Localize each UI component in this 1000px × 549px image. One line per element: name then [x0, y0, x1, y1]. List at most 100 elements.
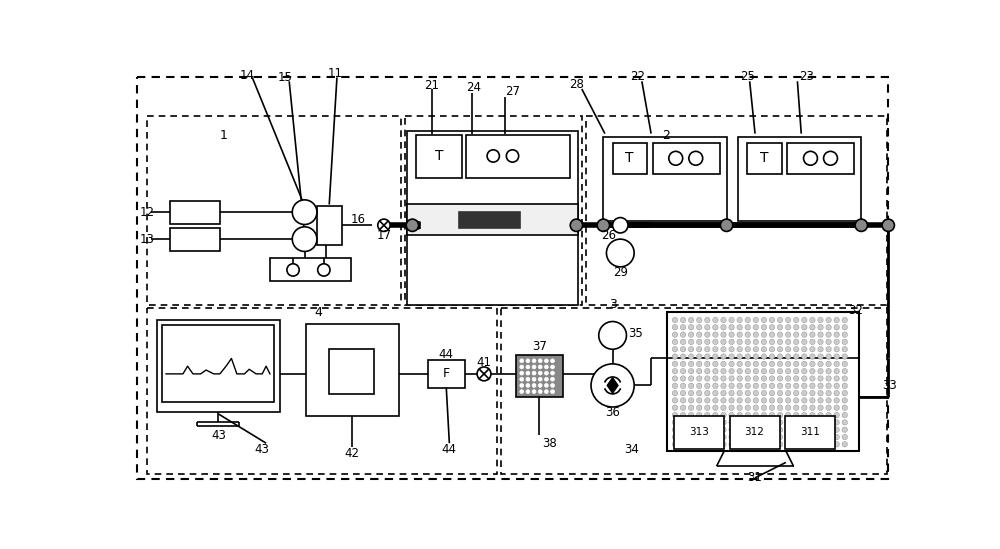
- Circle shape: [802, 324, 807, 330]
- Circle shape: [729, 354, 734, 359]
- Circle shape: [378, 219, 390, 232]
- Circle shape: [318, 264, 330, 276]
- Circle shape: [737, 397, 742, 403]
- Circle shape: [705, 412, 710, 418]
- Circle shape: [834, 397, 839, 403]
- Circle shape: [551, 365, 554, 369]
- Circle shape: [842, 390, 847, 396]
- Circle shape: [834, 412, 839, 418]
- Circle shape: [506, 150, 519, 162]
- Circle shape: [713, 332, 718, 337]
- Circle shape: [826, 397, 831, 403]
- Circle shape: [721, 317, 726, 323]
- Text: 313: 313: [689, 428, 709, 438]
- Circle shape: [745, 419, 750, 425]
- Circle shape: [753, 368, 759, 374]
- Circle shape: [826, 441, 831, 447]
- Circle shape: [882, 219, 894, 232]
- Circle shape: [826, 390, 831, 396]
- Text: 14: 14: [239, 69, 254, 82]
- Circle shape: [777, 339, 783, 345]
- Circle shape: [532, 365, 536, 369]
- Circle shape: [761, 376, 767, 381]
- Circle shape: [769, 427, 775, 433]
- Circle shape: [810, 434, 815, 440]
- Text: F: F: [443, 367, 450, 380]
- Circle shape: [753, 383, 759, 389]
- Circle shape: [826, 419, 831, 425]
- Circle shape: [721, 405, 726, 411]
- Circle shape: [737, 354, 742, 359]
- Text: 43: 43: [255, 443, 270, 456]
- Circle shape: [672, 412, 678, 418]
- Circle shape: [802, 412, 807, 418]
- Circle shape: [794, 346, 799, 352]
- Circle shape: [526, 384, 530, 388]
- Circle shape: [802, 354, 807, 359]
- Circle shape: [729, 397, 734, 403]
- Circle shape: [721, 419, 726, 425]
- Circle shape: [761, 427, 767, 433]
- Circle shape: [810, 368, 815, 374]
- Circle shape: [761, 324, 767, 330]
- Circle shape: [538, 365, 542, 369]
- Circle shape: [680, 339, 686, 345]
- Circle shape: [526, 365, 530, 369]
- Circle shape: [729, 339, 734, 345]
- Circle shape: [520, 390, 524, 394]
- Circle shape: [713, 339, 718, 345]
- Circle shape: [672, 383, 678, 389]
- Text: 28: 28: [569, 78, 584, 91]
- Circle shape: [818, 317, 823, 323]
- Circle shape: [737, 346, 742, 352]
- Circle shape: [794, 383, 799, 389]
- Circle shape: [737, 376, 742, 381]
- Circle shape: [721, 332, 726, 337]
- Circle shape: [688, 354, 694, 359]
- Circle shape: [842, 427, 847, 433]
- Text: 12: 12: [139, 206, 154, 219]
- Circle shape: [737, 361, 742, 367]
- Circle shape: [672, 361, 678, 367]
- Circle shape: [834, 332, 839, 337]
- Bar: [147, 309, 497, 474]
- Circle shape: [713, 346, 718, 352]
- Circle shape: [720, 219, 733, 232]
- Circle shape: [802, 376, 807, 381]
- Circle shape: [721, 354, 726, 359]
- Circle shape: [794, 397, 799, 403]
- Circle shape: [777, 412, 783, 418]
- Circle shape: [721, 397, 726, 403]
- Circle shape: [745, 434, 750, 440]
- Circle shape: [697, 361, 702, 367]
- Circle shape: [697, 441, 702, 447]
- Circle shape: [842, 346, 847, 352]
- Circle shape: [721, 324, 726, 330]
- Circle shape: [761, 412, 767, 418]
- Circle shape: [842, 361, 847, 367]
- Circle shape: [802, 368, 807, 374]
- Circle shape: [737, 317, 742, 323]
- Circle shape: [834, 361, 839, 367]
- Circle shape: [721, 346, 726, 352]
- Circle shape: [810, 376, 815, 381]
- Circle shape: [785, 434, 791, 440]
- Circle shape: [737, 390, 742, 396]
- Circle shape: [729, 412, 734, 418]
- Circle shape: [680, 354, 686, 359]
- Circle shape: [785, 441, 791, 447]
- Circle shape: [729, 383, 734, 389]
- Text: 33: 33: [882, 379, 897, 392]
- Circle shape: [777, 361, 783, 367]
- Text: 43: 43: [211, 429, 226, 442]
- Bar: [787, 143, 854, 173]
- Circle shape: [680, 427, 686, 433]
- Circle shape: [753, 419, 759, 425]
- Circle shape: [680, 317, 686, 323]
- Circle shape: [818, 419, 823, 425]
- Circle shape: [818, 332, 823, 337]
- Circle shape: [826, 412, 831, 418]
- Circle shape: [713, 390, 718, 396]
- Circle shape: [680, 324, 686, 330]
- Text: 22: 22: [630, 70, 645, 83]
